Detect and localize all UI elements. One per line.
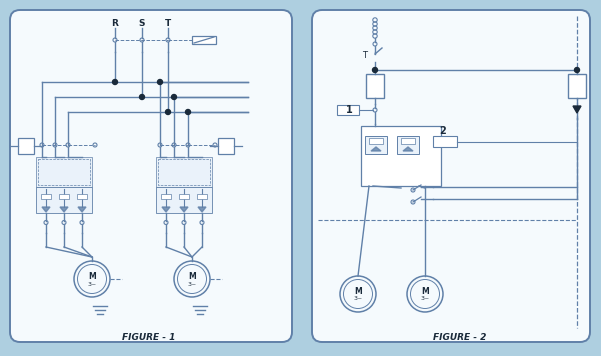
Circle shape xyxy=(112,79,118,84)
Polygon shape xyxy=(162,207,170,212)
Bar xyxy=(366,74,384,98)
Text: S: S xyxy=(139,20,145,28)
Text: 2: 2 xyxy=(439,126,447,136)
Bar xyxy=(59,194,69,199)
Text: M: M xyxy=(421,287,429,296)
Polygon shape xyxy=(403,147,413,151)
FancyBboxPatch shape xyxy=(312,10,590,342)
Bar xyxy=(158,159,210,185)
Circle shape xyxy=(165,110,171,115)
Text: 3~: 3~ xyxy=(188,282,197,287)
Circle shape xyxy=(186,110,191,115)
Bar xyxy=(41,194,51,199)
Bar xyxy=(218,138,234,154)
Bar xyxy=(36,157,92,187)
Text: M: M xyxy=(88,272,96,281)
Bar xyxy=(77,194,87,199)
Bar xyxy=(337,105,359,115)
Circle shape xyxy=(373,68,377,73)
Text: FIGURE - 2: FIGURE - 2 xyxy=(433,333,487,341)
Polygon shape xyxy=(198,207,206,212)
Bar xyxy=(38,159,90,185)
Circle shape xyxy=(575,68,579,73)
Bar xyxy=(156,187,212,213)
Bar xyxy=(568,74,586,98)
Bar xyxy=(18,138,34,154)
Bar xyxy=(433,136,457,147)
Bar xyxy=(156,157,212,187)
Bar xyxy=(397,136,419,154)
Polygon shape xyxy=(42,207,50,212)
Circle shape xyxy=(171,94,177,99)
Polygon shape xyxy=(180,207,188,212)
Bar xyxy=(197,194,207,199)
Bar xyxy=(361,126,441,186)
Polygon shape xyxy=(371,147,381,151)
Text: 3~: 3~ xyxy=(353,297,362,302)
Polygon shape xyxy=(573,106,581,113)
Text: R: R xyxy=(112,20,118,28)
Text: M: M xyxy=(354,287,362,296)
Polygon shape xyxy=(78,207,86,212)
Text: FIGURE - 1: FIGURE - 1 xyxy=(123,333,175,341)
Text: 3~: 3~ xyxy=(87,282,97,287)
Bar xyxy=(161,194,171,199)
Bar xyxy=(369,138,383,144)
Circle shape xyxy=(157,79,162,84)
Bar xyxy=(192,36,216,44)
Bar xyxy=(401,138,415,144)
Bar xyxy=(179,194,189,199)
Circle shape xyxy=(139,94,144,99)
FancyBboxPatch shape xyxy=(10,10,292,342)
Polygon shape xyxy=(60,207,68,212)
Text: T: T xyxy=(362,52,367,61)
Text: 3~: 3~ xyxy=(420,297,430,302)
Text: 1: 1 xyxy=(346,105,352,115)
Bar xyxy=(36,187,92,213)
Bar xyxy=(365,136,387,154)
Text: M: M xyxy=(188,272,196,281)
Text: T: T xyxy=(165,20,171,28)
